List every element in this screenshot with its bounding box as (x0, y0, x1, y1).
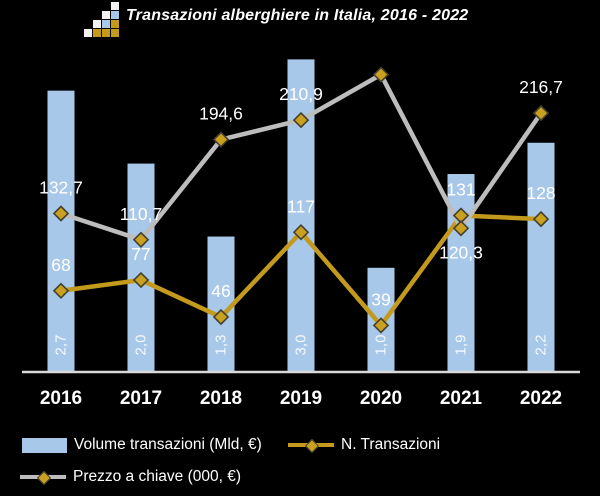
line-data-label: 117 (287, 196, 315, 216)
line-data-label: 128 (526, 183, 555, 203)
line-data-label: 216,7 (519, 77, 563, 97)
line-data-label: 39 (371, 289, 390, 309)
legend-label-price-per-key: Prezzo a chiave (000, €) (73, 468, 242, 485)
line-data-label: 110,7 (120, 204, 163, 224)
x-axis-label-2016: 2016 (40, 388, 82, 409)
bar-data-label: 2,7 (53, 335, 70, 356)
line-data-label: 131 (446, 180, 475, 200)
diamond-marker (292, 224, 310, 241)
x-axis-label-2021: 2021 (440, 388, 483, 409)
legend-label-volume: Volume transazioni (Mld, €) (74, 436, 262, 453)
legend-item-price-per-key: Prezzo a chiave (000, €) (20, 468, 242, 486)
bar-2016 (47, 90, 75, 373)
x-axis-label-2019: 2019 (280, 388, 322, 409)
diamond-marker (212, 308, 230, 326)
line-data-label: 77 (131, 244, 150, 264)
line-data-label: 68 (51, 255, 70, 275)
diamond-marker (132, 231, 150, 248)
bar-data-label: 2,2 (533, 335, 550, 356)
logo-icon (84, 2, 121, 39)
legend-label-transactions: N. Transazioni (341, 436, 441, 453)
diamond-marker (372, 66, 390, 83)
legend-item-volume: Volume transazioni (Mld, €) (22, 436, 262, 453)
legend-item-transactions: N. Transazioni (288, 436, 441, 454)
chart-title: Transazioni alberghiere in Italia, 2016 … (126, 7, 469, 24)
bar-data-label: 1,3 (213, 335, 230, 356)
x-axis-label-2022: 2022 (520, 388, 562, 409)
diamond-marker (212, 131, 230, 148)
diamond-marker (52, 282, 70, 299)
diamond-marker (532, 104, 550, 122)
diamond-marker (132, 271, 150, 289)
line-data-label: 132,7 (39, 177, 83, 197)
line-data-label: 46 (211, 281, 230, 301)
bar-2019 (287, 59, 315, 372)
diamond-marker (452, 207, 470, 224)
x-axis-label-2018: 2018 (200, 388, 242, 409)
bar-data-label: 3,0 (293, 335, 310, 356)
bar-swatch-icon (22, 437, 67, 453)
gray-line-diamond-swatch-icon (20, 470, 66, 486)
bar-data-label: 1,0 (373, 335, 390, 356)
line-data-label: 210,9 (279, 84, 323, 104)
gold-line-diamond-swatch-icon (288, 438, 334, 454)
diamond-marker (372, 317, 390, 334)
bar-data-label: 2,0 (133, 335, 150, 356)
bar-2017 (127, 163, 155, 372)
bar-data-label: 1,9 (453, 335, 470, 356)
diamond-marker (292, 111, 310, 129)
diamond-marker (532, 210, 550, 228)
line-data-label: 120,3 (439, 242, 483, 262)
x-axis-label-2020: 2020 (360, 388, 402, 409)
diamond-marker (52, 205, 70, 222)
line-data-label: 194,6 (199, 104, 243, 124)
diamond-marker (452, 220, 470, 237)
x-axis-label-2017: 2017 (120, 388, 162, 409)
bar-2022 (527, 142, 555, 372)
chart-plot-area: 68 77 46 117 39 131 128 132,7 110,7 194,6 210,9 120… (22, 59, 580, 409)
